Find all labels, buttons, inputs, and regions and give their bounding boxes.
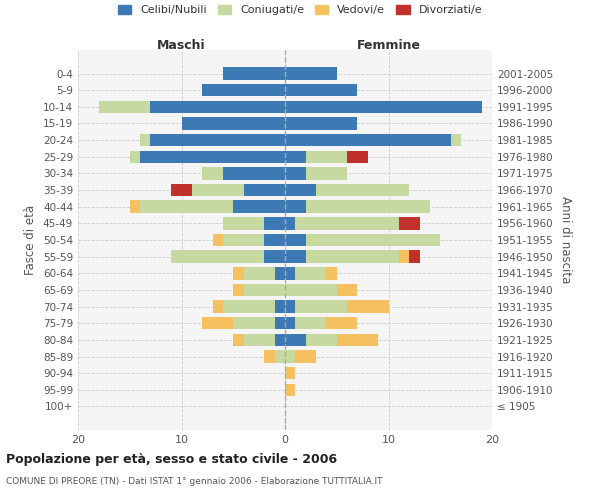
Bar [285, 300, 295, 313]
Bar [244, 267, 275, 280]
Bar [285, 167, 306, 179]
Bar [347, 300, 389, 313]
Bar [233, 334, 244, 346]
Bar [409, 250, 419, 263]
Bar [182, 117, 285, 130]
Bar [285, 267, 295, 280]
Bar [130, 200, 140, 213]
Bar [295, 350, 316, 363]
Bar [212, 234, 223, 246]
Bar [306, 234, 440, 246]
Bar [285, 200, 306, 213]
Bar [326, 317, 358, 330]
Bar [233, 284, 244, 296]
Bar [202, 317, 233, 330]
Bar [295, 317, 326, 330]
Bar [275, 300, 285, 313]
Legend: Celibi/Nubili, Coniugati/e, Vedovi/e, Divorziati/e: Celibi/Nubili, Coniugati/e, Vedovi/e, Di… [113, 0, 487, 20]
Bar [233, 317, 275, 330]
Bar [285, 367, 295, 380]
Bar [295, 267, 326, 280]
Text: COMUNE DI PREORE (TN) - Dati ISTAT 1° gennaio 2006 - Elaborazione TUTTITALIA.IT: COMUNE DI PREORE (TN) - Dati ISTAT 1° ge… [6, 478, 383, 486]
Bar [399, 250, 409, 263]
Bar [285, 217, 295, 230]
Bar [326, 267, 337, 280]
Bar [244, 334, 275, 346]
Bar [275, 317, 285, 330]
Bar [275, 334, 285, 346]
Bar [306, 150, 347, 163]
Bar [244, 284, 285, 296]
Bar [265, 234, 285, 246]
Bar [285, 84, 358, 96]
Bar [264, 350, 275, 363]
Bar [285, 68, 337, 80]
Bar [285, 250, 306, 263]
Bar [285, 117, 358, 130]
Bar [285, 317, 295, 330]
Bar [285, 150, 306, 163]
Bar [285, 134, 451, 146]
Bar [140, 150, 285, 163]
Bar [202, 84, 285, 96]
Bar [244, 184, 285, 196]
Bar [212, 300, 223, 313]
Bar [295, 217, 399, 230]
Text: Maschi: Maschi [157, 39, 206, 52]
Text: Popolazione per età, sesso e stato civile - 2006: Popolazione per età, sesso e stato civil… [6, 452, 337, 466]
Bar [140, 200, 233, 213]
Bar [233, 267, 244, 280]
Bar [223, 68, 285, 80]
Bar [275, 350, 285, 363]
Bar [295, 300, 347, 313]
Bar [306, 167, 347, 179]
Bar [285, 334, 306, 346]
Bar [223, 234, 265, 246]
Bar [171, 184, 192, 196]
Bar [285, 350, 295, 363]
Bar [316, 184, 409, 196]
Bar [265, 250, 285, 263]
Bar [306, 334, 337, 346]
Bar [337, 284, 358, 296]
Bar [285, 284, 337, 296]
Bar [151, 100, 285, 113]
Y-axis label: Anni di nascita: Anni di nascita [559, 196, 572, 284]
Bar [285, 184, 316, 196]
Bar [223, 217, 265, 230]
Bar [285, 100, 482, 113]
Bar [399, 217, 419, 230]
Bar [451, 134, 461, 146]
Y-axis label: Fasce di età: Fasce di età [25, 205, 37, 275]
Bar [171, 250, 265, 263]
Bar [223, 167, 285, 179]
Bar [265, 217, 285, 230]
Bar [140, 134, 151, 146]
Bar [337, 334, 378, 346]
Bar [151, 134, 285, 146]
Bar [192, 184, 244, 196]
Bar [202, 167, 223, 179]
Bar [233, 200, 285, 213]
Text: Femmine: Femmine [356, 39, 421, 52]
Bar [347, 150, 368, 163]
Bar [285, 234, 306, 246]
Bar [223, 300, 275, 313]
Bar [275, 267, 285, 280]
Bar [306, 250, 399, 263]
Bar [130, 150, 140, 163]
Bar [99, 100, 151, 113]
Bar [285, 384, 295, 396]
Bar [306, 200, 430, 213]
